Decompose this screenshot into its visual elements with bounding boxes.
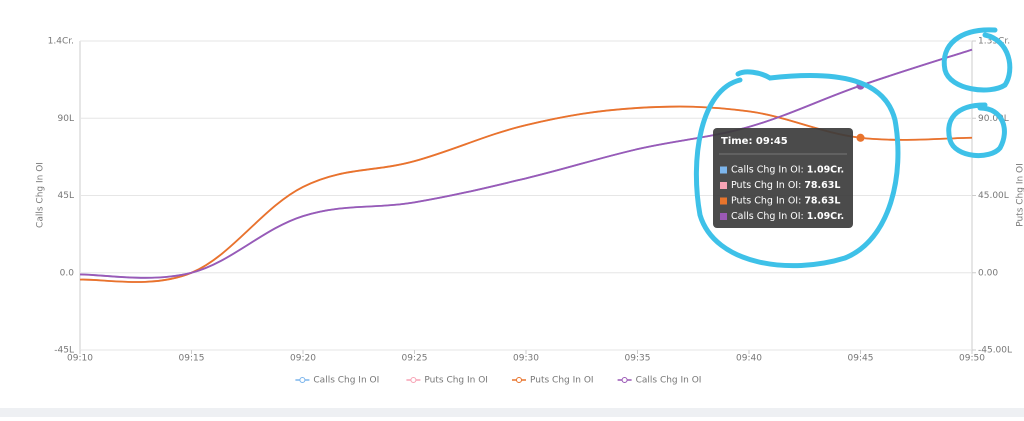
- annotation-circle: [949, 105, 1005, 156]
- tooltip-label: Calls Chg In OI:: [731, 211, 804, 222]
- tooltip-swatch: [720, 213, 727, 220]
- tooltip-swatch: [720, 182, 727, 189]
- tooltip-label: Calls Chg In OI:: [731, 165, 804, 176]
- x-tick-label: 09:50: [959, 354, 985, 364]
- tooltip-value: 1.09Cr.: [807, 165, 844, 176]
- tooltip-swatch: [720, 167, 727, 174]
- tooltip-value: 1.09Cr.: [807, 211, 844, 222]
- tooltip-title: Time: 09:45: [721, 136, 788, 147]
- tooltip-label: Puts Chg In OI:: [731, 180, 801, 191]
- x-tick-label: 09:20: [290, 354, 316, 364]
- legend-marker: [622, 378, 627, 383]
- legend-item[interactable]: Puts Chg In OI: [512, 376, 594, 386]
- x-tick-label: 09:30: [513, 354, 539, 364]
- y2-axis-title: Puts Chg In OI: [1016, 163, 1024, 227]
- tooltip-value: 78.63L: [804, 180, 840, 191]
- legend-item[interactable]: Puts Chg In OI: [406, 376, 488, 386]
- x-tick-label: 09:25: [402, 354, 428, 364]
- y-axis-title: Calls Chg In OI: [36, 162, 46, 228]
- x-tick-label: 09:45: [848, 354, 874, 364]
- legend-item[interactable]: Calls Chg In OI: [295, 376, 379, 386]
- y-tick-label: 45L: [58, 191, 74, 201]
- y2-tick-label: 0.00: [978, 268, 998, 278]
- legend-marker: [300, 378, 305, 383]
- x-tick-label: 09:10: [67, 354, 93, 364]
- x-tick-label: 09:35: [625, 354, 651, 364]
- legend-label: Calls Chg In OI: [636, 376, 702, 386]
- legend-label: Puts Chg In OI: [530, 376, 594, 386]
- tooltip-label: Puts Chg In OI:: [731, 196, 801, 207]
- y2-tick-label: 45.00L: [978, 191, 1009, 201]
- x-tick-label: 09:15: [179, 354, 205, 364]
- legend-label: Puts Chg In OI: [424, 376, 488, 386]
- y-tick-label: 1.4Cr.: [48, 37, 74, 47]
- legend-item[interactable]: Calls Chg In OI: [618, 376, 702, 386]
- legend-marker: [411, 378, 416, 383]
- hover-point: [857, 134, 865, 142]
- y-tick-label: 90L: [58, 114, 74, 124]
- tooltip-swatch: [720, 198, 727, 205]
- x-tick-label: 09:40: [736, 354, 762, 364]
- legend-marker: [517, 378, 522, 383]
- footer-strip: [0, 408, 1024, 417]
- y-tick-label: 0.0: [60, 268, 75, 278]
- legend-label: Calls Chg In OI: [313, 376, 379, 386]
- tooltip-value: 78.63L: [804, 196, 840, 207]
